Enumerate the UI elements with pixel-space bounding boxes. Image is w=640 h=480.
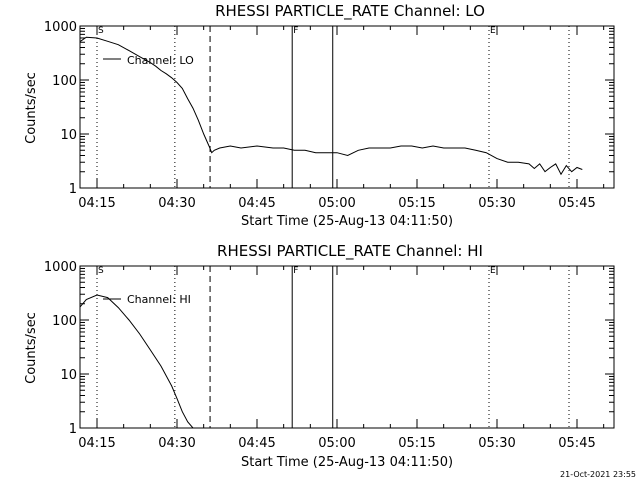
data-line-hi — [80, 294, 194, 428]
data-line-lo — [80, 36, 583, 176]
x-axis-label-lo: Start Time (25-Aug-13 04:11:50) — [241, 214, 453, 229]
event-marker-label-hi-0: S — [98, 266, 104, 276]
event-marker-label-hi-5: E — [490, 266, 496, 276]
x-tick-label-hi-0: 04:15 — [78, 436, 115, 451]
x-tick-label-lo-1: 04:30 — [158, 196, 195, 211]
event-marker-label-lo-3: F — [293, 26, 298, 36]
x-tick-label-lo-4: 05:15 — [398, 196, 435, 211]
x-tick-label-lo-0: 04:15 — [78, 196, 115, 211]
legend-label-lo: Channel: LO — [127, 54, 194, 67]
y-tick-label-hi-3: 1000 — [44, 260, 77, 275]
y-tick-label-lo-2: 100 — [52, 74, 77, 89]
x-tick-label-hi-5: 05:30 — [478, 436, 515, 451]
axes-box-lo — [79, 25, 615, 189]
y-tick-label-lo-0: 1 — [69, 182, 77, 197]
y-axis-label-lo: Counts/sec — [24, 72, 39, 144]
event-marker-label-lo-0: S — [98, 26, 104, 36]
y-tick-label-hi-2: 100 — [52, 314, 77, 329]
chart-title-lo: RHESSI PARTICLE_RATE Channel: LO — [215, 2, 485, 21]
x-tick-label-lo-6: 05:45 — [558, 196, 595, 211]
event-marker-label-hi-3: F — [293, 266, 298, 276]
panel-lo: RHESSI PARTICLE_RATE Channel: LO 1101001… — [24, 2, 615, 229]
y-tick-label-hi-0: 1 — [69, 422, 77, 437]
x-tick-label-hi-3: 05:00 — [318, 436, 355, 451]
plot-area-lo: 1 10 100 1000 04:15 04:30 04:45 05:00 05:15 05:30… — [44, 20, 615, 211]
y-tick-label-hi-1: 10 — [60, 368, 77, 383]
x-tick-label-hi-2: 04:45 — [238, 436, 275, 451]
plot-area-hi: 1 10 100 1000 04:15 04:30 04:45 05:00 05:15 05:30… — [44, 260, 615, 451]
footer-timestamp: 21-Oct-2021 23:55 — [560, 470, 636, 479]
legend-label-hi: Channel: HI — [127, 293, 191, 306]
panel-hi: RHESSI PARTICLE_RATE Channel: HI 1101001… — [24, 242, 615, 470]
x-tick-label-hi-1: 04:30 — [158, 436, 195, 451]
axes-box-hi — [79, 265, 615, 429]
x-axis-label-hi: Start Time (25-Aug-13 04:11:50) — [241, 455, 453, 470]
event-marker-label-lo-5: E — [490, 26, 496, 36]
x-tick-label-hi-6: 05:45 — [558, 436, 595, 451]
x-tick-label-lo-5: 05:30 — [478, 196, 515, 211]
x-tick-label-lo-2: 04:45 — [238, 196, 275, 211]
x-tick-label-hi-4: 05:15 — [398, 436, 435, 451]
x-tick-label-lo-3: 05:00 — [318, 196, 355, 211]
y-axis-label-hi: Counts/sec — [24, 312, 39, 384]
chart-title-hi: RHESSI PARTICLE_RATE Channel: HI — [217, 242, 483, 261]
y-tick-label-lo-1: 10 — [60, 128, 77, 143]
y-tick-label-lo-3: 1000 — [44, 20, 77, 35]
